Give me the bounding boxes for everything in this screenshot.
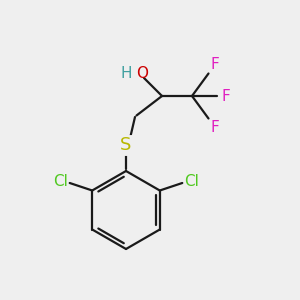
Text: H: H xyxy=(121,66,132,81)
Text: Cl: Cl xyxy=(184,174,199,189)
Text: O: O xyxy=(136,66,148,81)
Text: F: F xyxy=(221,88,230,104)
Text: S: S xyxy=(120,136,132,154)
Text: F: F xyxy=(210,120,219,135)
Text: F: F xyxy=(210,57,219,72)
Text: Cl: Cl xyxy=(53,174,68,189)
